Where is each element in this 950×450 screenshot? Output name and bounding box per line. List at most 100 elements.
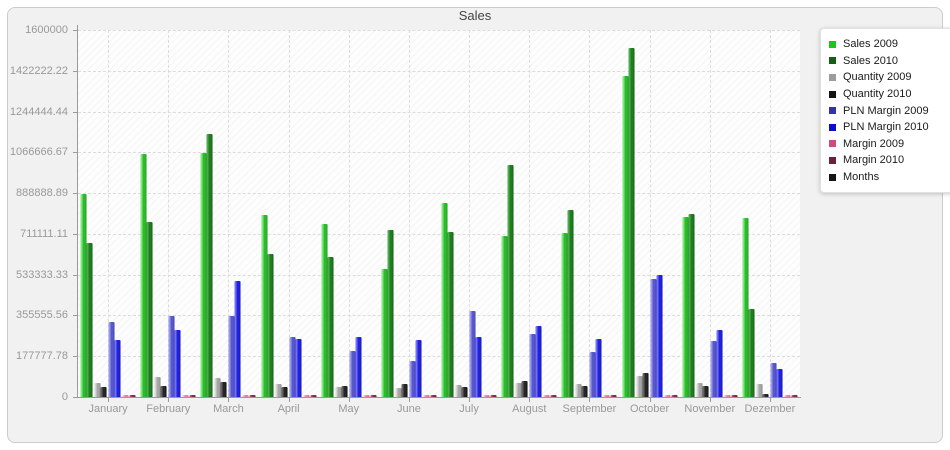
bar-sales-2010 [447, 231, 454, 397]
legend-label: Months [843, 171, 880, 184]
bar-margin-2010 [791, 395, 798, 397]
bar-margin-2009 [603, 395, 610, 397]
bar-sales-2010 [567, 210, 574, 397]
bar-sales-2009 [261, 214, 268, 397]
y-tick-label: 888888.89 [16, 187, 68, 200]
y-tick-mark [73, 70, 77, 72]
legend-swatch-icon [829, 156, 836, 164]
bar-pln-margin-2009 [650, 278, 657, 397]
bar-quantity-2010 [401, 383, 408, 397]
legend-swatch-icon [829, 73, 836, 81]
bar-pln-margin-2010 [776, 369, 783, 397]
bar-quantity-2009 [696, 382, 703, 397]
y-tick-mark [73, 152, 77, 154]
legend: Sales 2009 Sales 2010 Quantity 2009 Quantit… [820, 28, 950, 194]
bar-margin-2010 [370, 395, 377, 397]
plot-area [78, 30, 800, 397]
bar-sales-2009 [441, 203, 448, 397]
bar-quantity-2009 [214, 378, 221, 397]
bar-margin-2009 [303, 395, 310, 397]
legend-swatch-icon [829, 90, 836, 98]
bar-quantity-2009 [636, 375, 643, 397]
x-gridline [469, 30, 471, 397]
y-tick-label: 0 [61, 391, 68, 403]
x-tick-mark [288, 398, 290, 402]
y-gridline [78, 356, 800, 358]
legend-item-quantity-2009: Quantity 2009 [829, 69, 950, 86]
bar-pln-margin-2010 [174, 330, 181, 397]
legend-label: Quantity 2010 [843, 88, 912, 101]
x-gridline [108, 30, 110, 397]
x-tick-label: January [88, 403, 128, 415]
y-gridline [78, 152, 800, 154]
bar-pln-margin-2009 [770, 362, 777, 397]
bar-sales-2009 [561, 233, 568, 397]
bar-quantity-2010 [521, 380, 528, 397]
bar-group-january [80, 194, 136, 397]
legend-swatch-icon [829, 173, 836, 181]
y-tick-label: 355555.56 [16, 309, 68, 322]
bar-pln-margin-2009 [710, 340, 717, 397]
x-tick-label: February [146, 403, 191, 415]
bar-margin-2010 [189, 395, 196, 397]
y-axis-line [77, 25, 78, 398]
bar-quantity-2010 [762, 393, 769, 397]
bar-quantity-2010 [642, 373, 649, 397]
x-gridline [348, 30, 350, 397]
bar-pln-margin-2010 [595, 339, 602, 397]
x-tick-mark [348, 398, 350, 402]
bar-sales-2009 [622, 75, 629, 397]
bar-sales-2010 [146, 221, 153, 397]
legend-item-margin-2010: Margin 2010 [829, 152, 950, 169]
legend-item-months: Months [829, 169, 950, 186]
x-axis-line [77, 397, 801, 398]
y-tick-mark [73, 315, 77, 317]
bar-margin-2009 [423, 395, 430, 397]
x-tick-mark [168, 398, 170, 402]
bar-margin-2009 [363, 395, 370, 397]
bar-group-may [321, 223, 377, 397]
bar-margin-2010 [310, 395, 317, 397]
legend-item-pln-margin-2010: PLN Margin 2010 [829, 119, 950, 136]
y-tick-label: 1422222.22 [9, 64, 68, 77]
x-gridline [228, 30, 230, 397]
x-tick-mark [529, 398, 531, 402]
x-gridline [168, 30, 170, 397]
legend-swatch-icon [829, 140, 836, 148]
bar-quantity-2009 [94, 383, 101, 397]
bar-sales-2009 [140, 153, 147, 397]
bar-margin-2010 [129, 395, 136, 397]
x-gridline [288, 30, 290, 397]
bar-sales-2009 [742, 218, 749, 397]
y-tick-mark [73, 397, 77, 398]
bar-quantity-2009 [395, 388, 402, 397]
bar-pln-margin-2009 [168, 315, 175, 397]
legend-label: Margin 2009 [843, 137, 905, 150]
x-tick-label: June [396, 403, 421, 415]
bar-quantity-2009 [455, 385, 462, 397]
bar-margin-2010 [610, 395, 617, 397]
legend-label: Sales 2009 [843, 38, 899, 51]
bar-pln-margin-2009 [469, 310, 476, 397]
x-tick-mark [709, 398, 711, 402]
y-gridline [78, 193, 800, 195]
bar-sales-2009 [682, 216, 689, 397]
bar-group-dezember [742, 218, 798, 397]
bar-margin-2009 [664, 395, 671, 397]
x-tick-mark [469, 398, 471, 402]
bar-sales-2010 [748, 308, 755, 397]
bar-quantity-2010 [160, 385, 167, 397]
x-tick-label: April [277, 403, 300, 415]
bar-pln-margin-2009 [228, 315, 235, 397]
x-gridline [408, 30, 410, 397]
x-gridline [769, 30, 771, 397]
bar-sales-2010 [267, 253, 274, 397]
bar-pln-margin-2009 [349, 351, 356, 397]
bar-quantity-2009 [575, 383, 582, 397]
legend-label: PLN Margin 2009 [843, 104, 929, 117]
bar-pln-margin-2010 [295, 338, 302, 397]
x-tick-mark [108, 398, 110, 402]
bar-sales-2009 [321, 223, 328, 397]
x-tick-label: September [562, 403, 617, 415]
